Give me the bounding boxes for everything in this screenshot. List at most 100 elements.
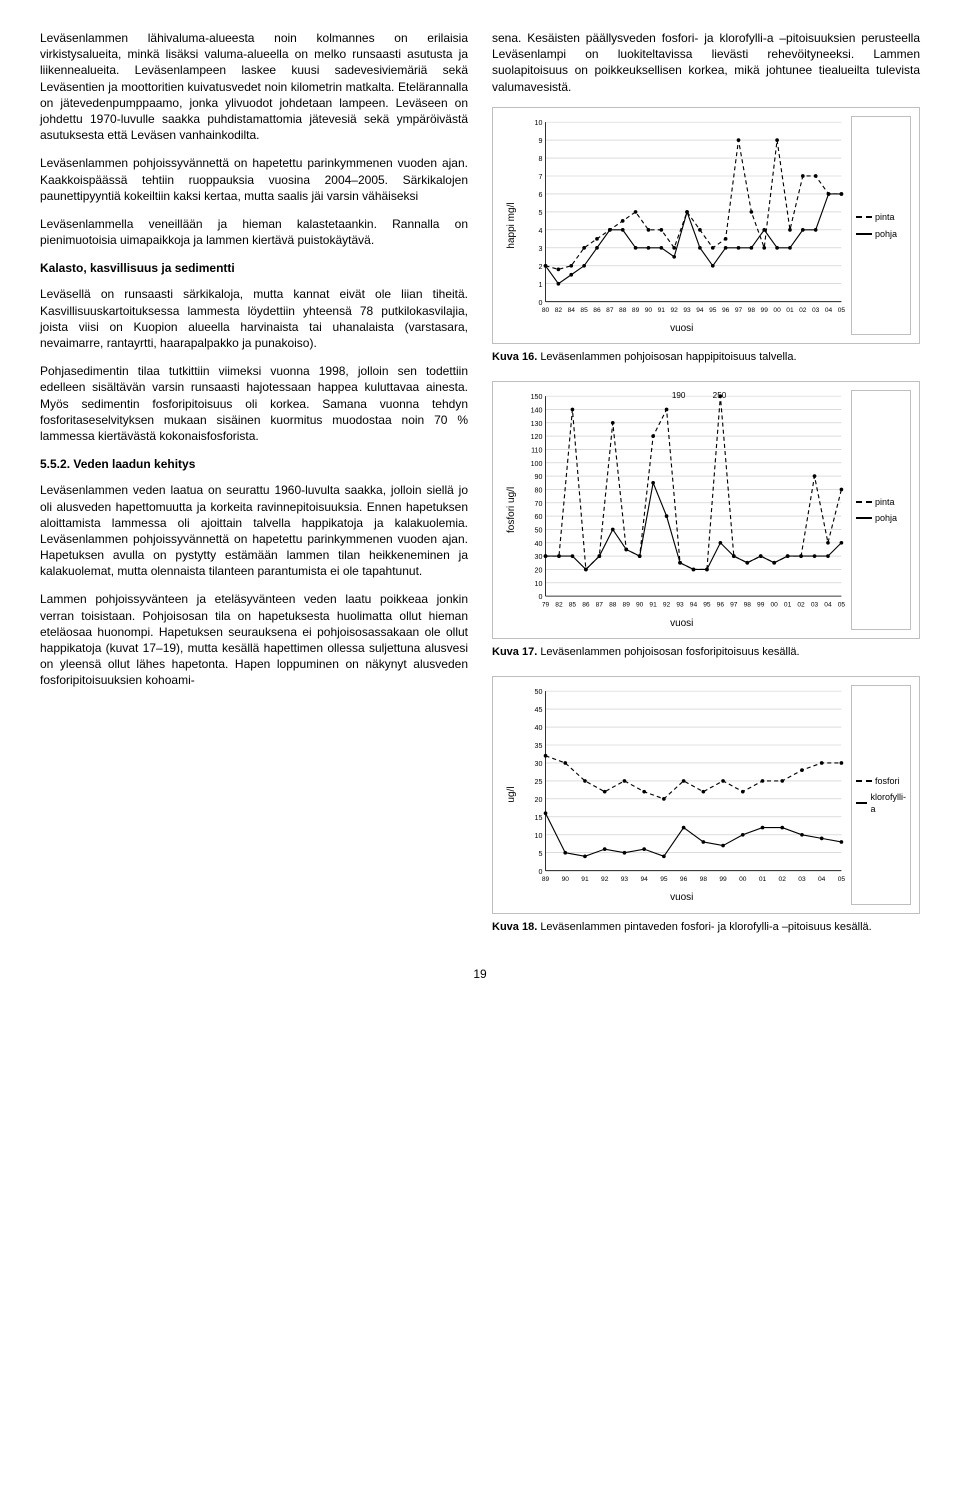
caption-18: Kuva 18. Leväsenlammen pintaveden fosfor… — [492, 920, 920, 935]
caption-18-label: Kuva 18. — [492, 921, 537, 933]
svg-text:01: 01 — [758, 876, 766, 883]
chart-17-xlabel: vuosi — [519, 617, 846, 631]
svg-text:90: 90 — [561, 876, 569, 883]
svg-text:95: 95 — [703, 601, 711, 608]
svg-text:96: 96 — [716, 601, 724, 608]
svg-text:93: 93 — [620, 876, 628, 883]
svg-text:50: 50 — [534, 527, 542, 535]
svg-text:93: 93 — [676, 601, 684, 608]
svg-text:8: 8 — [538, 155, 542, 163]
caption-17-label: Kuva 17. — [492, 646, 537, 658]
svg-text:10: 10 — [534, 832, 542, 840]
svg-text:91: 91 — [581, 876, 589, 883]
svg-text:1: 1 — [538, 281, 542, 289]
svg-text:85: 85 — [568, 601, 576, 608]
chart-16-plot: 0123456789108082848586878889909192939495… — [519, 116, 846, 320]
caption-16: Kuva 16. Leväsenlammen pohjoisosan happi… — [492, 350, 920, 365]
svg-text:00: 00 — [770, 601, 778, 608]
svg-text:60: 60 — [534, 513, 542, 521]
svg-text:96: 96 — [721, 307, 729, 314]
svg-text:35: 35 — [534, 742, 542, 750]
svg-text:97: 97 — [730, 601, 738, 608]
svg-text:82: 82 — [555, 601, 563, 608]
svg-text:03: 03 — [798, 876, 806, 883]
svg-text:15: 15 — [534, 814, 542, 822]
svg-text:70: 70 — [534, 500, 542, 508]
svg-text:94: 94 — [640, 876, 648, 883]
svg-text:94: 94 — [696, 307, 704, 314]
heading-kalasto: Kalasto, kasvillisuus ja sedimentti — [40, 260, 468, 276]
svg-text:5: 5 — [538, 209, 542, 217]
svg-text:80: 80 — [541, 307, 549, 314]
svg-text:40: 40 — [534, 540, 542, 548]
svg-text:89: 89 — [622, 601, 630, 608]
svg-text:04: 04 — [824, 307, 832, 314]
svg-text:2: 2 — [538, 263, 542, 271]
chart-18-ylabel: ug/l — [501, 685, 519, 905]
chart-16-xlabel: vuosi — [519, 322, 846, 336]
right-column: sena. Kesäisten päällysveden fosfori- ja… — [492, 30, 920, 950]
legend-swatch-dashed-icon — [856, 780, 872, 782]
svg-text:10: 10 — [534, 119, 542, 127]
svg-text:89: 89 — [541, 876, 549, 883]
caption-17: Kuva 17. Leväsenlammen pohjoisosan fosfo… — [492, 645, 920, 660]
svg-text:82: 82 — [554, 307, 562, 314]
svg-text:94: 94 — [689, 601, 697, 608]
svg-text:90: 90 — [534, 473, 542, 481]
para-3: Leväsenlammella veneillään ja hieman kal… — [40, 216, 468, 248]
svg-text:98: 98 — [699, 876, 707, 883]
svg-text:9: 9 — [538, 137, 542, 145]
svg-text:97: 97 — [734, 307, 742, 314]
svg-text:140: 140 — [530, 407, 542, 415]
svg-text:30: 30 — [534, 553, 542, 561]
svg-text:00: 00 — [739, 876, 747, 883]
svg-text:120: 120 — [530, 433, 542, 441]
svg-text:87: 87 — [595, 601, 603, 608]
svg-text:03: 03 — [812, 307, 820, 314]
para-7: Lammen pohjoissyvänteen ja eteläsyväntee… — [40, 591, 468, 688]
svg-text:05: 05 — [837, 307, 845, 314]
svg-text:85: 85 — [580, 307, 588, 314]
para-6: Leväsenlammen veden laatua on seurattu 1… — [40, 482, 468, 579]
svg-text:95: 95 — [709, 307, 717, 314]
caption-17-text: Leväsenlammen pohjoisosan fosforipitoisu… — [540, 646, 799, 658]
svg-text:87: 87 — [606, 307, 614, 314]
chart-17-legend: pinta pohja — [851, 390, 911, 630]
svg-text:79: 79 — [541, 601, 549, 608]
svg-text:150: 150 — [530, 393, 542, 401]
legend-18-fosfori: fosfori — [875, 775, 900, 787]
para-1: Leväsenlammen lähivaluma-alueesta noin k… — [40, 30, 468, 143]
svg-text:95: 95 — [660, 876, 668, 883]
svg-text:86: 86 — [582, 601, 590, 608]
svg-text:98: 98 — [743, 601, 751, 608]
svg-text:99: 99 — [757, 601, 765, 608]
svg-text:92: 92 — [670, 307, 678, 314]
svg-text:99: 99 — [719, 876, 727, 883]
svg-text:93: 93 — [683, 307, 691, 314]
svg-text:30: 30 — [534, 760, 542, 768]
chart-17-ylabel: fosfori ug/l — [501, 390, 519, 630]
svg-text:10: 10 — [534, 580, 542, 588]
legend-swatch-dashed-icon — [856, 216, 872, 218]
svg-text:100: 100 — [530, 460, 542, 468]
svg-text:5: 5 — [538, 850, 542, 858]
chart-18-xlabel: vuosi — [519, 891, 846, 905]
svg-text:90: 90 — [644, 307, 652, 314]
legend-swatch-solid-icon — [856, 802, 867, 804]
svg-text:03: 03 — [810, 601, 818, 608]
chart-16: happi mg/l 01234567891080828485868788899… — [492, 107, 920, 345]
svg-text:4: 4 — [538, 227, 542, 235]
svg-text:86: 86 — [593, 307, 601, 314]
svg-text:80: 80 — [534, 487, 542, 495]
para-4: Leväsellä on runsaasti särkikaloja, mutt… — [40, 286, 468, 351]
svg-text:3: 3 — [538, 245, 542, 253]
chart-17: fosfori ug/l 010203040506070809010011012… — [492, 381, 920, 639]
chart-17-plot: 0102030405060708090100110120130140150798… — [519, 390, 846, 614]
svg-text:91: 91 — [657, 307, 665, 314]
svg-text:40: 40 — [534, 724, 542, 732]
svg-text:25: 25 — [534, 778, 542, 786]
caption-16-label: Kuva 16. — [492, 351, 537, 363]
svg-text:7: 7 — [538, 173, 542, 181]
svg-text:84: 84 — [567, 307, 575, 314]
svg-text:01: 01 — [786, 307, 794, 314]
